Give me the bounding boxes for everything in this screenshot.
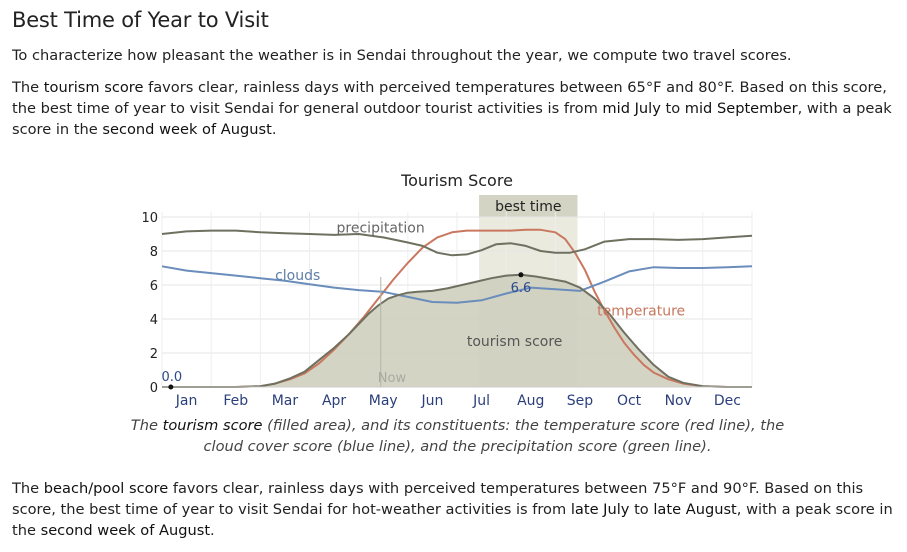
- chart-caption: The tourism score (filled area), and its…: [130, 417, 785, 455]
- month-label-aug: Aug: [517, 393, 544, 409]
- caption-tourism-score-link[interactable]: tourism score: [162, 417, 263, 434]
- best-time-label: best time: [495, 199, 561, 215]
- beach-end-link[interactable]: late August: [653, 501, 737, 518]
- month-label-jan: Jan: [175, 393, 198, 409]
- section-heading: Best Time of Year to Visit: [12, 8, 269, 32]
- month-label-jul: Jul: [472, 393, 490, 409]
- peak-week-link[interactable]: second week of August: [102, 121, 272, 138]
- min-score-dot: [168, 384, 174, 390]
- month-label-may: May: [369, 393, 398, 409]
- month-label-oct: Oct: [617, 393, 642, 409]
- month-label-mar: Mar: [272, 393, 299, 409]
- series-label-temperature: temperature: [597, 304, 685, 320]
- tourism-score-line: [162, 273, 752, 388]
- now-label: Now: [378, 371, 407, 386]
- series-label-clouds: clouds: [275, 268, 320, 284]
- beach-peak-link[interactable]: second week of August: [40, 522, 211, 539]
- month-label-sep: Sep: [567, 393, 594, 409]
- y-tick-label: 2: [150, 347, 158, 362]
- intro-paragraph: To characterize how pleasant the weather…: [12, 47, 792, 64]
- month-label-jun: Jun: [420, 393, 443, 409]
- tourism-score-link[interactable]: tourism score: [43, 79, 144, 96]
- best-time-start-link[interactable]: mid July: [602, 100, 661, 117]
- month-label-nov: Nov: [665, 393, 692, 409]
- y-tick-label: 0: [150, 381, 158, 396]
- beach-score-paragraph: The beach/pool score favors clear, rainl…: [12, 480, 893, 539]
- y-tick-label: 6: [150, 279, 158, 294]
- best-time-end-link[interactable]: mid September: [684, 100, 798, 117]
- chart-title: Tourism Score: [400, 171, 513, 190]
- temperature-line: [162, 228, 752, 388]
- y-tick-label: 10: [141, 211, 158, 226]
- tourism-score-paragraph: The tourism score favors clear, rainless…: [12, 79, 892, 138]
- series-label-tourism-score: tourism score: [467, 334, 563, 350]
- month-label-dec: Dec: [714, 393, 741, 409]
- min-score-label: 0.0: [162, 370, 183, 385]
- y-tick-label: 8: [150, 245, 158, 260]
- series-label-precipitation: precipitation: [337, 220, 425, 236]
- peak-score-label: 6.6: [511, 281, 532, 296]
- y-tick-label: 4: [150, 313, 158, 328]
- tourism-score-chart: best time 0 2 4 6 8 10 Now precipitation clouds te…: [141, 171, 753, 409]
- month-label-feb: Feb: [223, 393, 248, 409]
- beach-start-link[interactable]: late July: [570, 501, 630, 518]
- beach-score-link[interactable]: beach/pool score: [43, 480, 169, 497]
- clouds-line: [161, 265, 753, 304]
- precipitation-line: [161, 229, 753, 257]
- tourism-score-area: [162, 274, 752, 387]
- peak-score-dot: [518, 272, 524, 278]
- best-time-band-header: [479, 195, 578, 217]
- month-label-apr: Apr: [322, 393, 346, 409]
